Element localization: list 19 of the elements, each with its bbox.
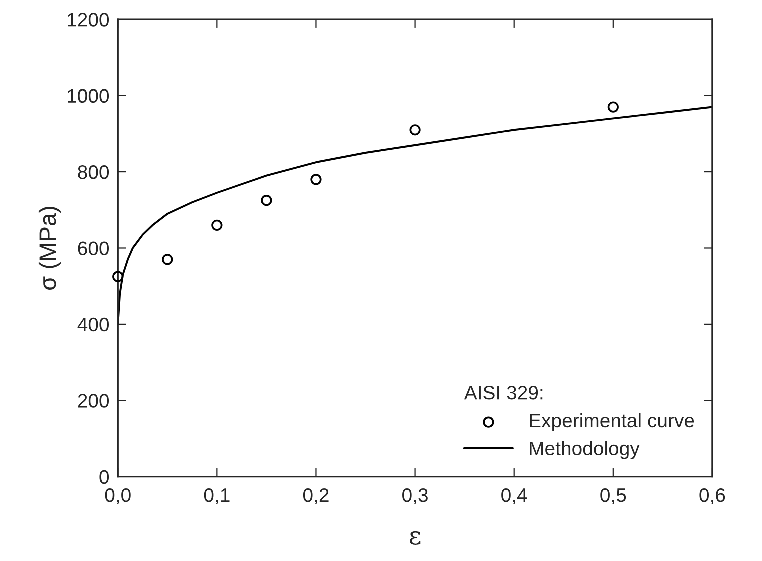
- y-tick-label: 800: [78, 166, 110, 180]
- x-axis-title: ε: [410, 531, 421, 546]
- x-tick-label: 0,1: [204, 488, 230, 505]
- y-tick-label: 400: [78, 318, 110, 332]
- y-tick-label: 600: [78, 242, 110, 256]
- y-tick-label: 1000: [68, 89, 110, 104]
- x-tick-label: 0,5: [600, 488, 626, 505]
- legend-label: Methodology: [530, 441, 640, 460]
- x-tick-label: 0,0: [105, 488, 131, 505]
- y-axis-title: σ (MPa): [38, 207, 61, 290]
- legend-title: AISI 329:: [464, 386, 543, 400]
- legend-label: Experimental curve: [530, 413, 694, 432]
- y-tick-label: 1200: [68, 13, 110, 27]
- x-tick-label: 0,4: [502, 488, 528, 505]
- x-tick-label: 0,3: [402, 488, 428, 505]
- x-tick-label: 0,2: [303, 488, 329, 505]
- y-tick-label: 0: [100, 470, 110, 484]
- x-tick-label: 0,6: [700, 488, 726, 505]
- y-tick-label: 200: [78, 394, 110, 408]
